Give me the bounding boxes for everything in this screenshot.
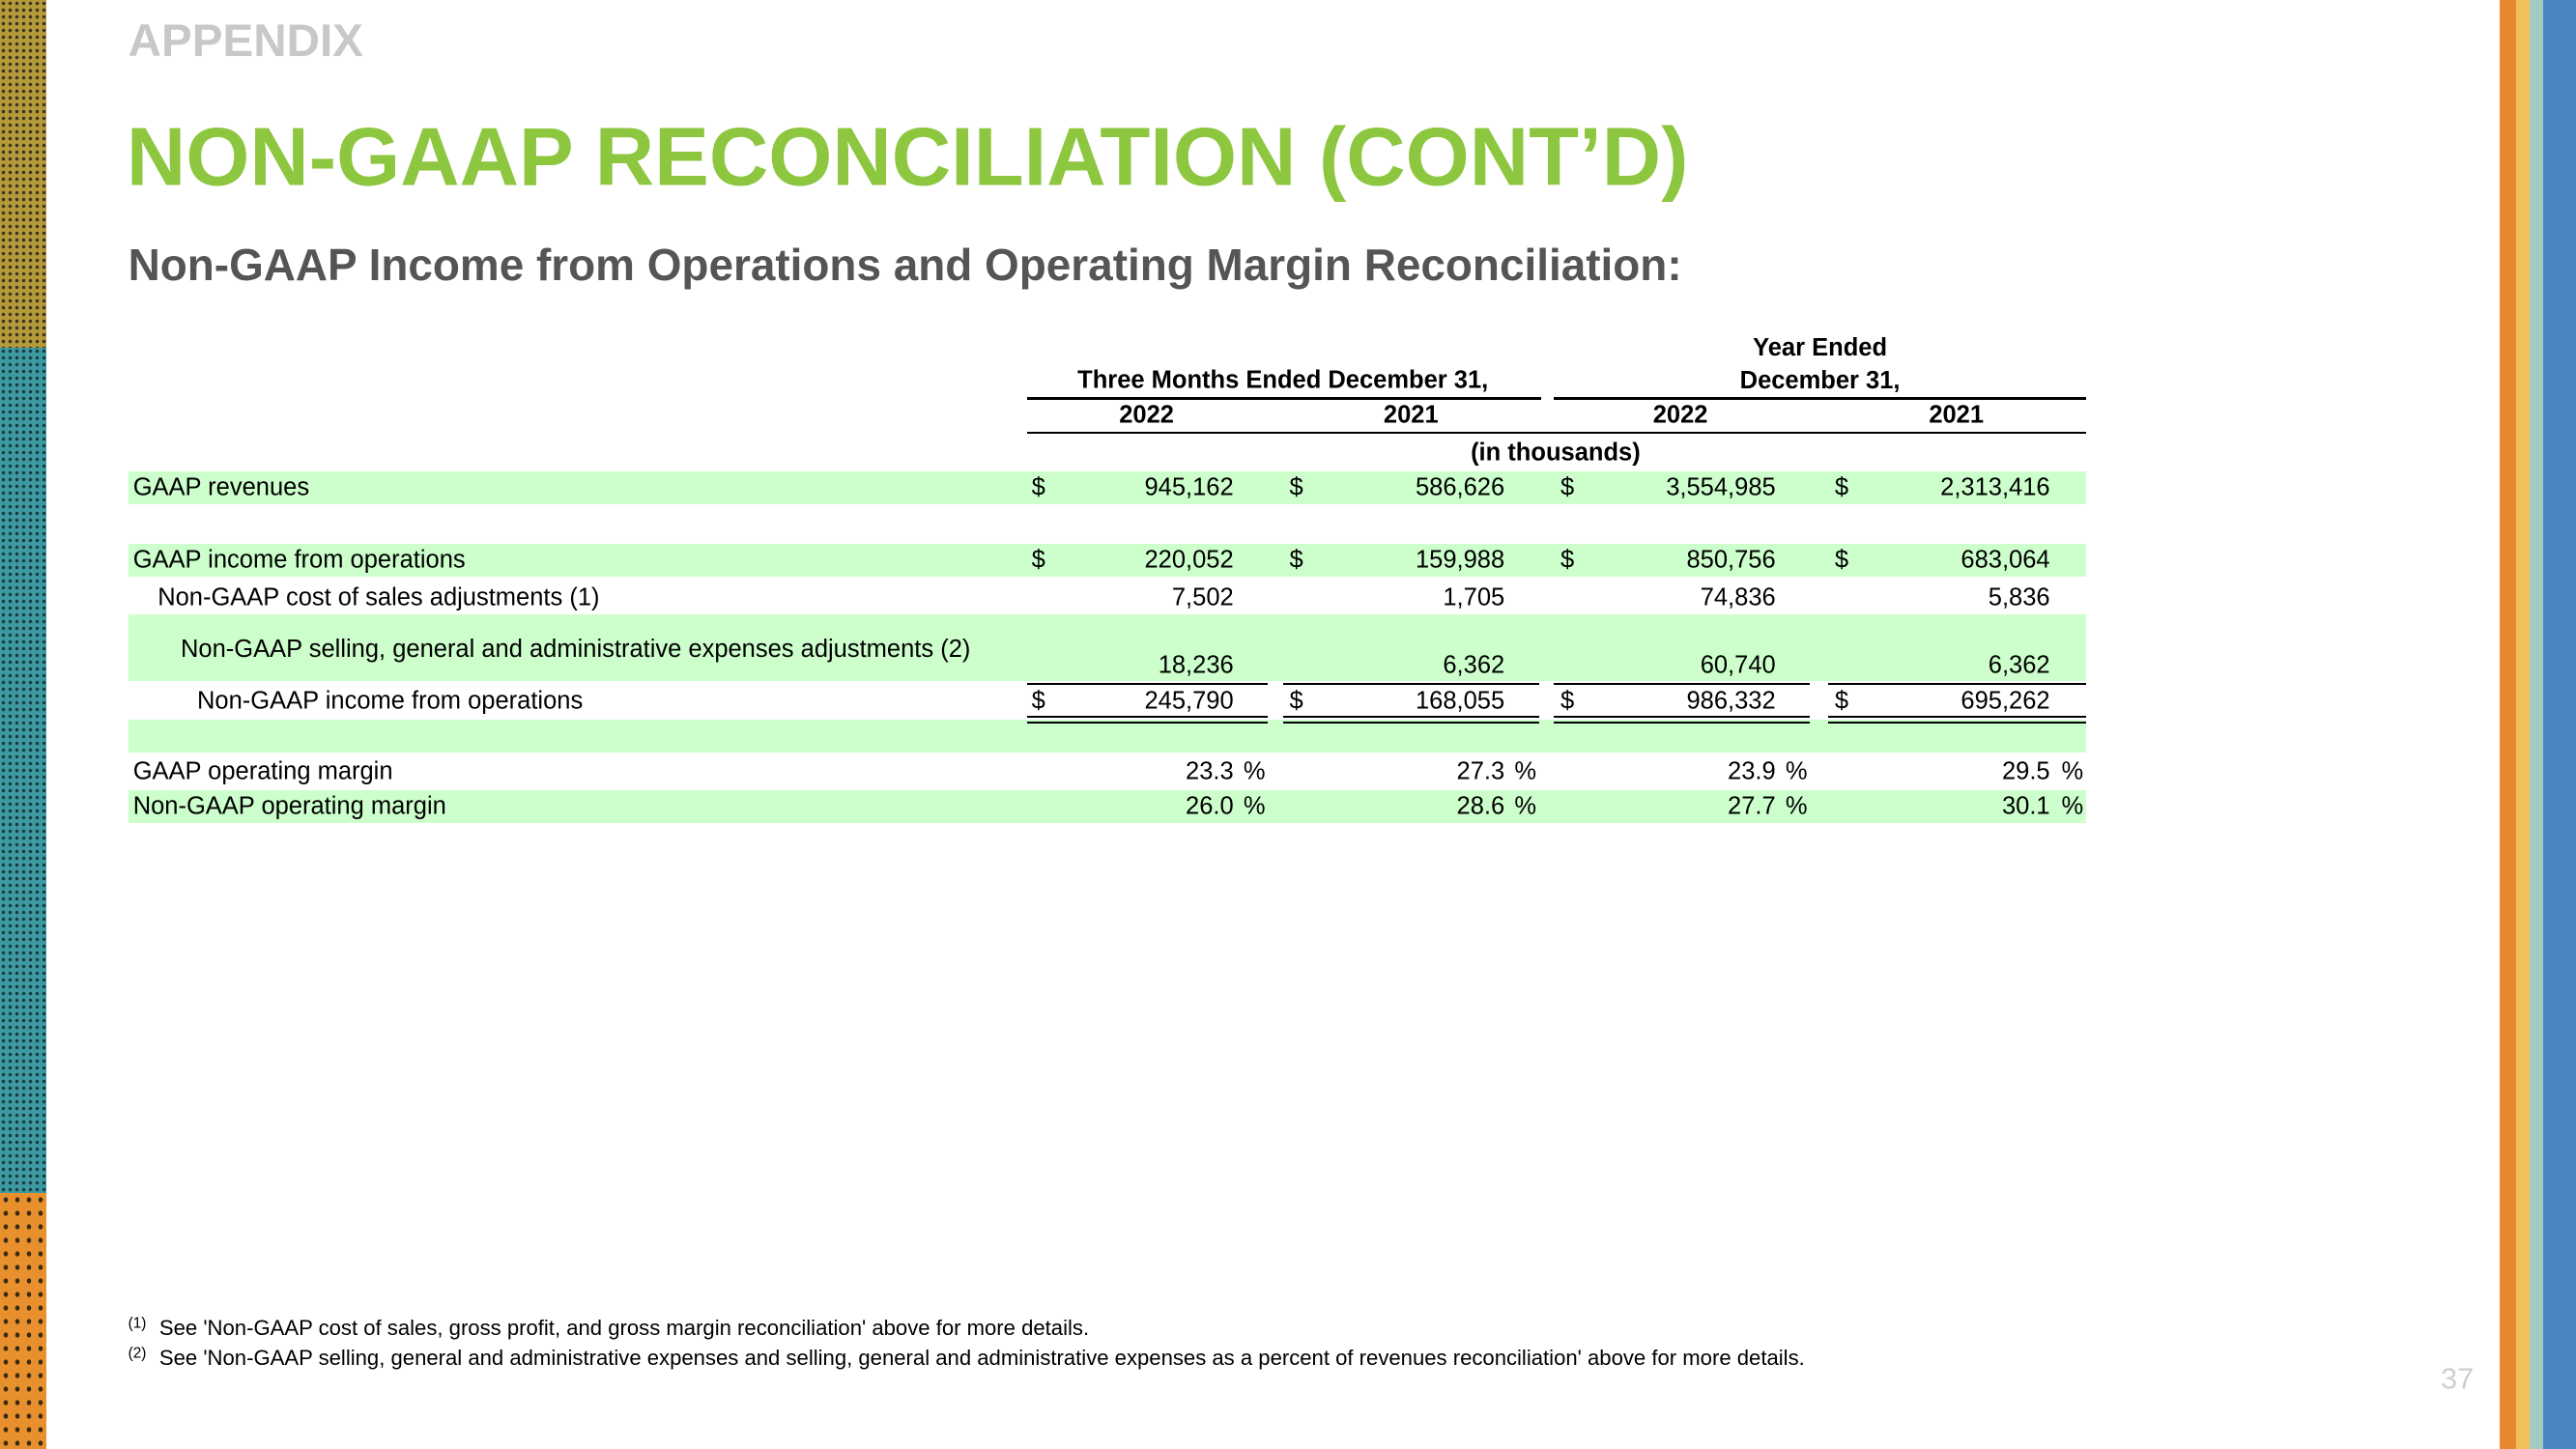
row-label: Non-GAAP operating margin [132,791,446,819]
cell-value: 245,790 [1144,687,1234,715]
currency-symbol: $ [1289,687,1303,715]
cell-value: 29.5 [2001,757,2050,785]
unit-symbol: % [1514,791,1537,819]
double-rule [1828,722,2086,724]
total-rule [1554,683,1811,686]
cell-value: 695,262 [1961,687,2050,715]
stripe-blue [2543,0,2576,1449]
units-label: (in thousands) [1471,439,1641,467]
cell-value: 986,332 [1686,687,1776,715]
cell-value: 18,236 [1158,650,1234,678]
cell-value: 159,988 [1416,545,1505,573]
cell-value: 3,554,985 [1666,473,1776,501]
cell-value: 168,055 [1416,687,1505,715]
cell-value: 850,756 [1686,545,1776,573]
row-highlight [128,719,2086,753]
cell-value: 28.6 [1456,791,1505,819]
year-header: 2022 [1119,401,1174,429]
double-rule [1554,716,1811,719]
cell-value: 23.9 [1728,757,1776,785]
cell-value: 5,836 [1988,583,2050,611]
year-header: 2022 [1652,401,1708,429]
page-number: 37 [2441,1362,2475,1396]
subtitle: Non-GAAP Income from Operations and Oper… [128,240,1682,291]
row-label: GAAP income from operations [132,545,466,573]
cell-value: 60,740 [1700,650,1776,678]
unit-symbol: % [2061,791,2084,819]
total-rule [1026,683,1269,686]
unit-symbol: % [2061,757,2084,785]
row-highlight [128,789,2086,823]
cell-value: 1,705 [1443,583,1505,611]
row-label: Non-GAAP income from operations [197,687,584,715]
cell-value: 586,626 [1416,473,1505,501]
cell-value: 220,052 [1144,545,1234,573]
cell-value: 27.3 [1456,757,1505,785]
row-highlight [128,613,2086,682]
left-strip-top [0,0,46,348]
stripe-yellow [2516,0,2530,1449]
column-group-header: Year Ended December 31, [1739,334,1901,395]
row-highlight [128,543,2086,577]
header-rule [1026,397,1541,400]
total-rule [1828,683,2086,686]
row-label: Non-GAAP selling, general and administra… [181,635,971,663]
row-label: GAAP revenues [132,473,310,501]
cell-value: 6,362 [1988,650,2050,678]
currency-symbol: $ [1031,687,1045,715]
currency-symbol: $ [1560,545,1575,573]
row-label: GAAP operating margin [132,757,393,785]
cell-value: 2,313,416 [1940,473,2050,501]
double-rule [1282,716,1539,719]
double-rule [1828,716,2086,719]
cell-value: 74,836 [1700,583,1776,611]
currency-symbol: $ [1834,687,1849,715]
currency-symbol: $ [1289,473,1303,501]
cell-value: 945,162 [1144,473,1234,501]
stripe-orange [2500,0,2516,1449]
footnote-marker: (1) [128,1315,147,1332]
cell-value: 30.1 [2001,791,2050,819]
cell-value: 23.3 [1186,757,1234,785]
double-rule [1026,722,1269,724]
stripe-teal [2530,0,2543,1449]
section-label: APPENDIX [128,14,363,67]
unit-symbol: % [1243,791,1266,819]
cell-value: 6,362 [1443,650,1505,678]
currency-symbol: $ [1560,473,1575,501]
currency-symbol: $ [1834,545,1849,573]
footnote-text: See 'Non-GAAP selling, general and admin… [158,1345,1805,1370]
double-rule [1554,722,1811,724]
footnote-marker: (2) [128,1345,147,1362]
cell-value: 26.0 [1186,791,1234,819]
unit-symbol: % [1785,757,1808,785]
cell-value: 27.7 [1728,791,1776,819]
currency-symbol: $ [1031,473,1045,501]
unit-symbol: % [1785,791,1808,819]
row-highlight [128,470,2086,504]
currency-symbol: $ [1289,545,1303,573]
currency-symbol: $ [1560,687,1575,715]
unit-symbol: % [1514,757,1537,785]
title: NON-GAAP RECONCILIATION (CONT’D) [126,111,1689,204]
header-rule [1026,432,2086,435]
cell-value: 683,064 [1961,545,2050,573]
header-rule [1554,397,2086,400]
total-rule [1282,683,1539,686]
unit-symbol: % [1243,757,1266,785]
row-label: Non-GAAP cost of sales adjustments (1) [157,583,600,611]
column-group-header: Three Months Ended December 31, [1077,366,1489,394]
year-header: 2021 [1383,401,1439,429]
double-rule [1026,716,1269,719]
year-header: 2021 [1929,401,1985,429]
double-rule [1282,722,1539,724]
currency-symbol: $ [1031,545,1045,573]
left-strip-accent [0,1193,46,1449]
cell-value: 7,502 [1171,583,1234,611]
currency-symbol: $ [1834,473,1849,501]
footnote-text: See 'Non-GAAP cost of sales, gross profi… [158,1316,1090,1341]
